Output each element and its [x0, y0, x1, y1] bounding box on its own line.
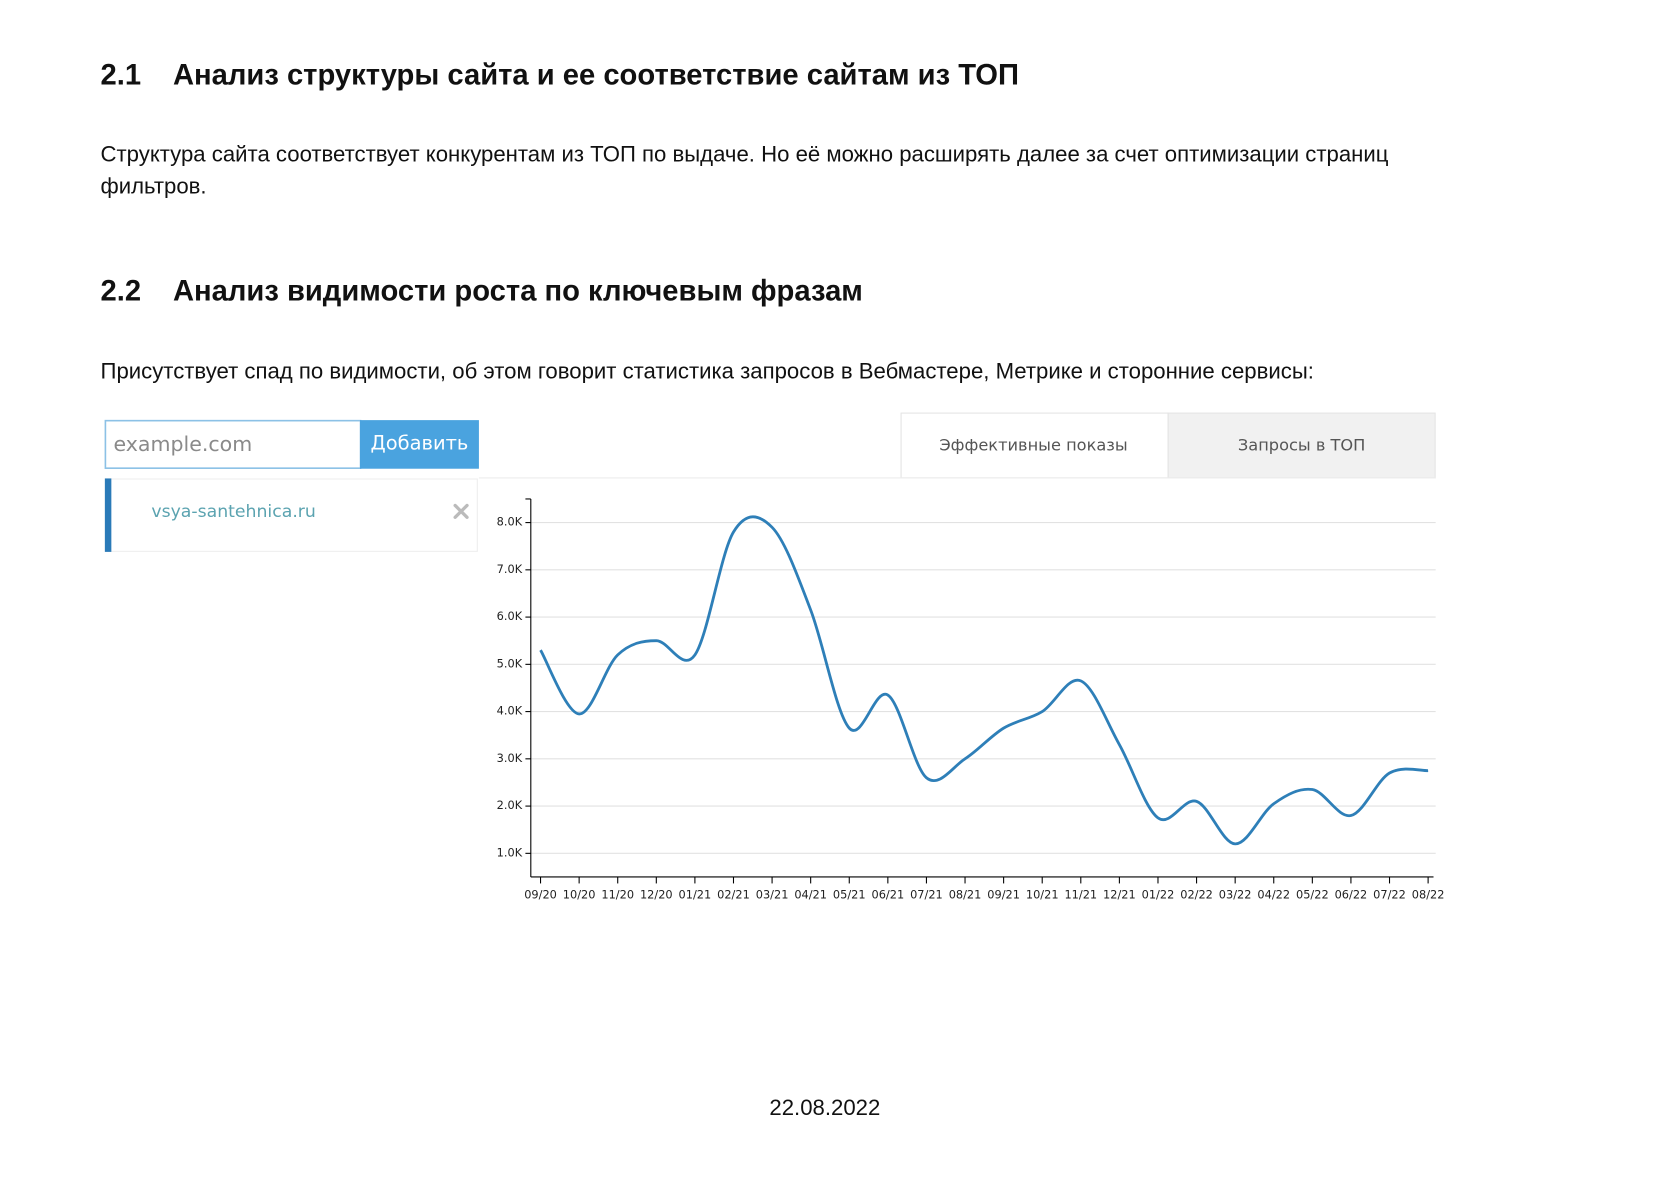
remove-icon[interactable]: [453, 503, 469, 519]
x-tick-label: 04/21: [794, 887, 827, 901]
y-tick-label: 5.0K: [497, 656, 523, 670]
url-input[interactable]: [104, 419, 362, 469]
x-tick-label: 01/21: [679, 887, 712, 901]
site-name: vsya-santehnica.ru: [151, 502, 316, 522]
x-tick-label: 08/21: [949, 887, 982, 901]
x-tick-label: 04/22: [1257, 887, 1290, 901]
y-tick-label: 1.0K: [497, 845, 523, 859]
tab-label: Запросы в ТОП: [1238, 436, 1365, 455]
x-tick-label: 07/21: [910, 887, 943, 901]
section-title: Анализ структуры сайта и ее соответствие…: [173, 59, 1019, 91]
tab-active[interactable]: [1167, 412, 1436, 479]
y-tick-label: 7.0K: [497, 562, 523, 576]
button-label: Добавить: [371, 431, 469, 454]
x-tick-label: 11/20: [601, 887, 634, 901]
x-tick-label: 11/21: [1064, 887, 1097, 901]
y-tick-label: 2.0K: [497, 798, 523, 812]
section-title: Анализ видимости роста по ключевым фраза…: [173, 275, 863, 307]
x-tick-label: 01/22: [1142, 887, 1175, 901]
x-tick-label: 07/22: [1373, 887, 1406, 901]
site-marker: [104, 478, 112, 552]
section-number: 2.2: [101, 275, 142, 307]
x-tick-label: 12/21: [1103, 887, 1136, 901]
x-tick-label: 03/21: [756, 887, 789, 901]
x-tick-label: 10/20: [563, 887, 596, 901]
y-tick-label: 3.0K: [497, 751, 523, 765]
y-tick-label: 6.0K: [497, 609, 523, 623]
x-tick-label: 09/20: [524, 887, 557, 901]
site-item[interactable]: [104, 478, 478, 552]
add-button[interactable]: [360, 420, 479, 469]
x-tick-label: 06/21: [872, 887, 905, 901]
x-tick-label: 03/22: [1219, 887, 1252, 901]
footer-date: 22.08.2022: [769, 1095, 880, 1120]
line-chart: 1.0K 2.0K 3.0K 4.0K 5.0K 6.0K 7.0K 8.0K 09/20 10/…: [497, 498, 1445, 901]
data-line: [539, 515, 1429, 846]
paragraph-line: фильтров.: [101, 174, 207, 199]
x-tick-label: 02/21: [717, 887, 750, 901]
x-tick-label: 02/22: [1180, 887, 1213, 901]
y-tick-label: 4.0K: [497, 704, 523, 718]
tab[interactable]: [900, 412, 1169, 479]
x-tick-label: 05/22: [1296, 887, 1329, 901]
x-tick-label: 06/22: [1335, 887, 1368, 901]
x-tick-label: 12/20: [640, 887, 673, 901]
x-tick-label: 10/21: [1026, 887, 1059, 901]
x-tick-label: 08/22: [1412, 887, 1445, 901]
paragraph-line: Структура сайта соответствует конкурента…: [101, 141, 1389, 166]
section-number: 2.1: [101, 59, 142, 91]
paragraph-line: Присутствует спад по видимости, об этом …: [101, 358, 1314, 383]
x-tick-label: 09/21: [987, 887, 1020, 901]
x-tick-label: 05/21: [833, 887, 866, 901]
tab-label: Эффективные показы: [939, 436, 1127, 455]
y-tick-label: 8.0K: [497, 515, 523, 529]
input-placeholder: example.com: [114, 432, 253, 456]
